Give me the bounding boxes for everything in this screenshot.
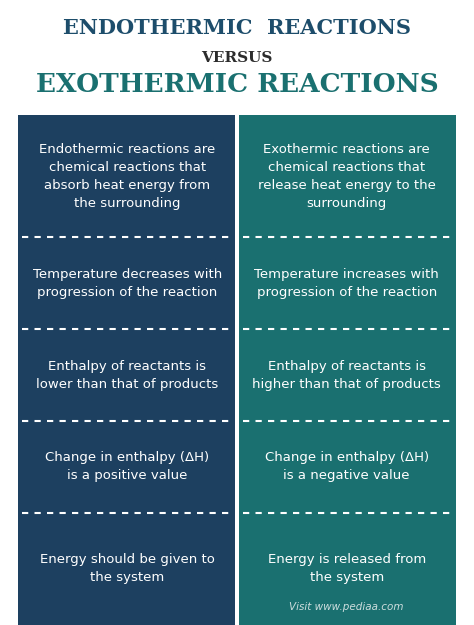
Bar [239,512,456,625]
Text: Enthalpy of reactants is
higher than that of products: Enthalpy of reactants is higher than tha… [252,359,441,391]
Text: ENDOTHERMIC  REACTIONS: ENDOTHERMIC REACTIONS [63,18,411,38]
Bar [239,238,456,329]
Text: Exothermic reactions are
chemical reactions that
release heat energy to the
surr: Exothermic reactions are chemical reacti… [258,142,436,210]
Text: Temperature increases with
progression of the reaction: Temperature increases with progression o… [254,268,439,299]
Bar [18,421,235,512]
Text: Change in enthalpy (ΔH)
is a positive value: Change in enthalpy (ΔH) is a positive va… [46,451,210,482]
Text: Temperature decreases with
progression of the reaction: Temperature decreases with progression o… [33,268,222,299]
Text: Enthalpy of reactants is
lower than that of products: Enthalpy of reactants is lower than that… [36,359,219,391]
Bar [239,115,456,238]
Text: Energy should be given to
the system: Energy should be given to the system [40,553,215,584]
Bar [18,238,235,329]
Text: Energy is released from
the system: Energy is released from the system [267,553,426,584]
Bar [18,115,235,238]
Bar [239,329,456,421]
Text: Change in enthalpy (ΔH)
is a negative value: Change in enthalpy (ΔH) is a negative va… [264,451,428,482]
Bar [18,512,235,625]
Text: Endothermic reactions are
chemical reactions that
absorb heat energy from
the su: Endothermic reactions are chemical react… [39,142,216,210]
Bar [18,329,235,421]
Text: EXOTHERMIC REACTIONS: EXOTHERMIC REACTIONS [36,72,438,98]
Bar [239,421,456,512]
Text: Visit www.pediaa.com: Visit www.pediaa.com [290,602,404,612]
Text: VERSUS: VERSUS [201,51,273,65]
